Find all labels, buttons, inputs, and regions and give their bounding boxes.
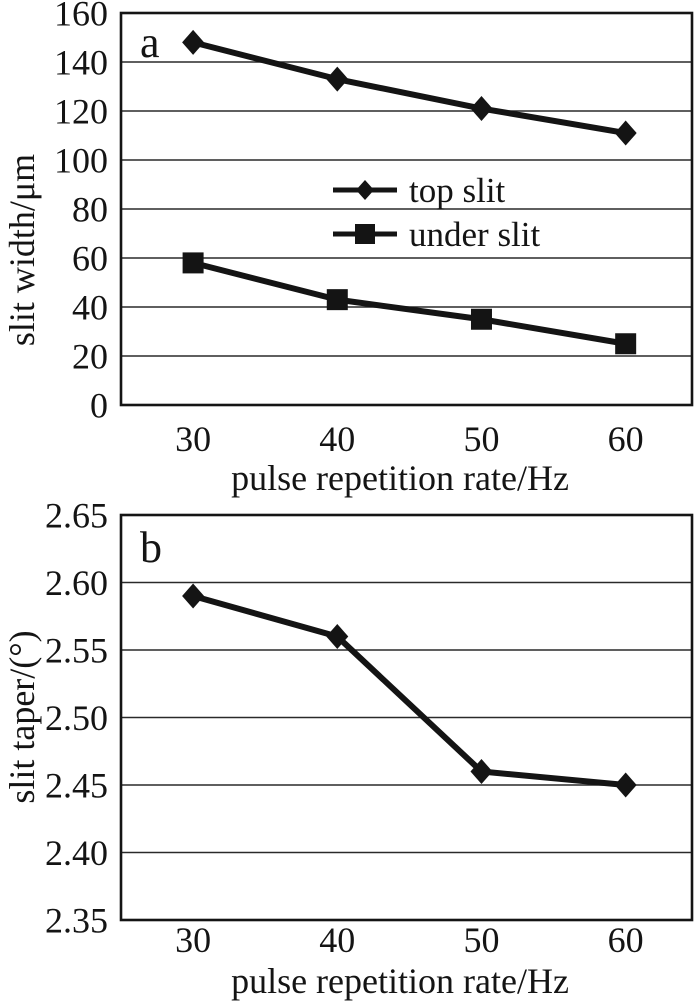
y-tick-label: 60 [72,239,108,279]
panel-a-chart: 0 20 40 60 80 100 120 140 160 30 40 50 60 top slit und… [2,0,694,498]
panel-a-x-axis-title: pulse repetition rate/Hz [231,458,569,498]
y-tick-label: 120 [54,92,108,132]
diamond-marker [356,180,374,200]
panel-a-letter: a [140,18,160,67]
x-tick-label: 40 [319,920,355,960]
diamond-marker [326,66,349,92]
x-tick-label: 40 [319,419,355,459]
panel-a-plot: 0 20 40 60 80 100 120 140 160 30 40 50 60 top slit und… [54,0,694,459]
square-marker [326,289,348,311]
y-tick-label: 2.35 [45,901,108,941]
legend-label: top slit [409,171,506,210]
panel-b-chart: 2.35 2.40 2.45 2.50 2.55 2.60 2.65 30 40 50 60 b p… [2,502,694,1001]
series-line [190,593,629,788]
square-marker [470,308,492,330]
x-tick-label: 50 [463,419,499,459]
y-tick-label: 160 [54,0,108,34]
y-tick-label: 20 [72,337,108,377]
panel-b-plot: 2.35 2.40 2.45 2.50 2.55 2.60 2.65 30 40 50 60 [45,502,694,960]
y-tick-label: 80 [72,190,108,230]
plot-border [119,513,694,922]
y-tick-label: 2.60 [45,563,108,603]
y-tick-label: 100 [54,141,108,181]
diamond-marker [470,759,493,784]
y-tick-label: 140 [54,43,108,83]
legend-entry: top slit [333,171,506,210]
panel-a: 0 20 40 60 80 100 120 140 160 30 40 50 60 top slit und… [2,0,694,498]
diamond-marker [182,583,205,609]
x-tick-label: 60 [608,920,644,960]
x-tick-label: 50 [463,920,499,960]
panel-b-letter: b [140,523,162,572]
diamond-marker [614,772,637,798]
plot-border [119,11,694,407]
diamond-marker [326,624,349,649]
panel-b-y-axis-title: slit taper/(°) [2,630,42,803]
series-line [190,259,629,347]
legend-entry: under slit [333,215,541,254]
legend-label: under slit [409,215,541,254]
y-tick-label: 2.55 [45,631,108,671]
y-tick-label: 2.65 [45,502,108,536]
y-tick-label: 0 [90,386,108,426]
y-tick-label: 40 [72,288,108,328]
panel-a-y-axis-title: slit width/μm [2,154,42,346]
square-marker [182,252,204,274]
diamond-marker [470,96,493,122]
square-marker [355,224,375,244]
y-tick-label: 2.50 [45,698,108,738]
x-tick-label: 30 [175,419,211,459]
panel-b-x-axis-title: pulse repetition rate/Hz [231,961,569,1001]
y-tick-label: 2.45 [45,766,108,806]
series-line [190,39,629,137]
x-tick-label: 60 [608,419,644,459]
diamond-marker [182,29,205,55]
panel-b: 2.35 2.40 2.45 2.50 2.55 2.60 2.65 30 40 50 60 b p… [0,502,700,1002]
x-tick-label: 30 [175,920,211,960]
y-tick-label: 2.40 [45,833,108,873]
diamond-marker [614,120,637,146]
square-marker [615,333,637,355]
